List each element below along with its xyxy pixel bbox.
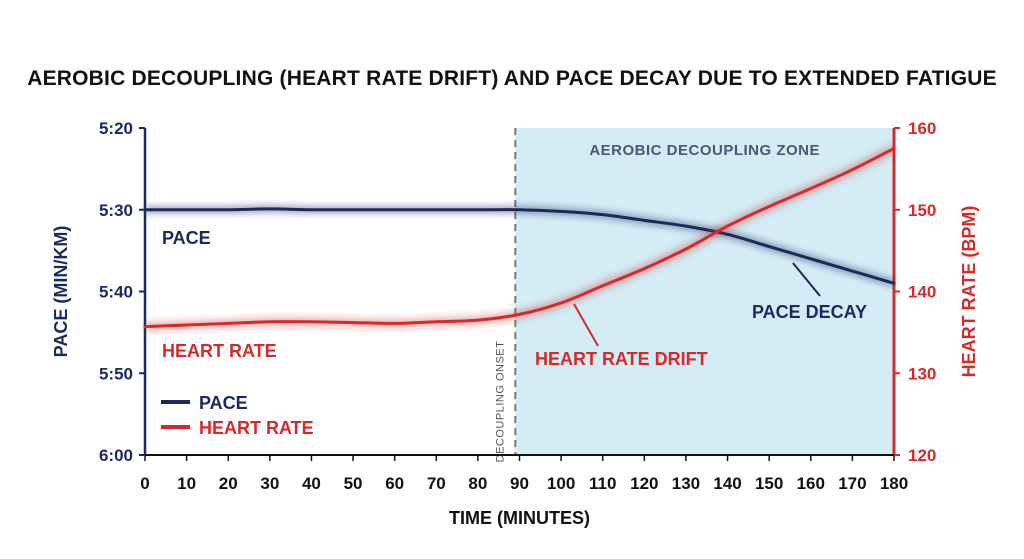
x-tick-label: 60	[385, 474, 404, 493]
left-tick-label: 6:00	[99, 446, 133, 465]
pace-inline-label: PACE	[162, 228, 211, 248]
x-tick-label: 130	[672, 474, 700, 493]
legend: PACE HEART RATE	[161, 393, 314, 438]
right-axis-title: HEART RATE (BPM)	[959, 206, 979, 378]
left-tick-label: 5:40	[99, 283, 133, 302]
left-axis-title: PACE (MIN/KM)	[51, 226, 71, 358]
heart-rate-drift-pointer	[573, 303, 599, 347]
x-tick-label: 10	[177, 474, 196, 493]
x-tick-label: 90	[510, 474, 529, 493]
right-tick-label: 150	[908, 201, 936, 220]
heart-rate-line	[143, 146, 896, 329]
x-tick-label: 180	[880, 474, 908, 493]
left-tick-label: 5:50	[99, 364, 133, 383]
pace-line	[143, 207, 896, 285]
x-tick-label: 150	[755, 474, 783, 493]
right-tick-label: 130	[908, 364, 936, 383]
legend-heart-rate-label: HEART RATE	[199, 418, 314, 438]
left-tick-label: 5:30	[99, 201, 133, 220]
x-axis-title: TIME (MINUTES)	[449, 508, 590, 528]
right-tick-label: 120	[908, 446, 936, 465]
x-tick-label: 80	[468, 474, 487, 493]
x-tick-label: 140	[713, 474, 741, 493]
axes: 0 10 20 30 40 50 60 70 80 90 100 110 120 130 140 150 160…	[99, 119, 936, 493]
x-tick-label: 170	[838, 474, 866, 493]
heart-rate-drift-label: HEART RATE DRIFT	[535, 349, 708, 369]
heart-rate-inline-label: HEART RATE	[162, 341, 277, 361]
x-tick-label: 30	[260, 474, 279, 493]
pace-decay-label: PACE DECAY	[752, 302, 867, 322]
x-tick-label: 110	[589, 474, 616, 493]
chart-title: AEROBIC DECOUPLING (HEART RATE DRIFT) AN…	[27, 67, 997, 90]
decoupling-onset-label: DECOUPLING ONSET	[494, 341, 506, 463]
decoupling-zone-label: AEROBIC DECOUPLING ZONE	[589, 142, 820, 159]
x-tick-label: 40	[302, 474, 321, 493]
legend-pace-label: PACE	[199, 393, 248, 413]
right-tick-label: 140	[908, 283, 936, 302]
x-tick-label: 20	[219, 474, 238, 493]
x-tick-label: 50	[344, 474, 363, 493]
right-tick-label: 160	[908, 119, 936, 138]
x-tick-label: 100	[547, 474, 575, 493]
left-tick-label: 5:20	[99, 119, 133, 138]
x-tick-label: 0	[140, 474, 149, 493]
x-tick-label: 160	[797, 474, 825, 493]
x-tick-label: 70	[427, 474, 446, 493]
x-tick-label: 120	[630, 474, 658, 493]
series-layer	[143, 144, 897, 332]
pace-decay-pointer	[792, 262, 821, 297]
